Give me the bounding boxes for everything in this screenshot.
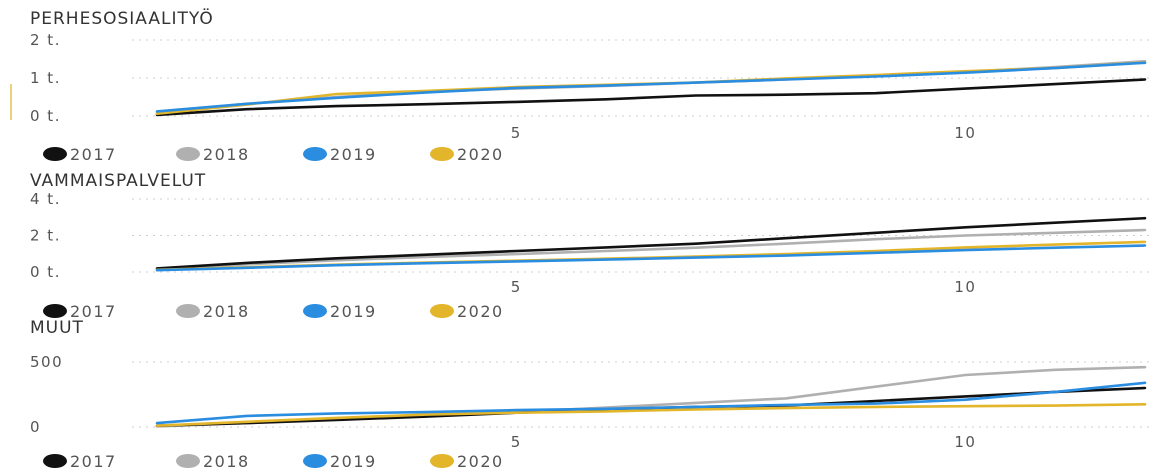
x-tick-label: 10 <box>954 433 976 451</box>
chart-title: MUUT <box>30 318 84 338</box>
accent-bar <box>10 84 12 120</box>
x-tick-label: 5 <box>511 124 522 142</box>
series-line-2017 <box>155 78 1147 117</box>
legend-label-2017: 2017 <box>70 302 117 321</box>
series-line-2019 <box>155 244 1147 272</box>
y-tick-label: 0 t. <box>30 107 61 125</box>
y-tick-label: 4 t. <box>30 190 61 208</box>
legend-marker-2017 <box>43 304 67 318</box>
legend-marker-2020 <box>430 304 454 318</box>
y-tick-label: 0 <box>30 418 41 436</box>
series-line-2018 <box>155 228 1147 271</box>
legend-label-2020: 2020 <box>457 302 504 321</box>
legend-label-2020: 2020 <box>457 145 504 164</box>
chart-3: MUUT 0 500 5 10 2017 2018 2019 2020 <box>30 318 1150 468</box>
legend-marker-2019 <box>303 454 327 468</box>
x-tick-label: 5 <box>511 278 522 296</box>
legend-marker-2020 <box>430 454 454 468</box>
legend-marker-2018 <box>176 147 200 161</box>
legend: 2017 2018 2019 2020 <box>43 452 504 468</box>
legend-marker-2017 <box>43 454 67 468</box>
legend-marker-2019 <box>303 304 327 318</box>
y-tick-label: 500 <box>30 353 63 371</box>
legend-label-2018: 2018 <box>203 145 250 164</box>
legend-marker-2018 <box>176 304 200 318</box>
legend-label-2017: 2017 <box>70 452 117 468</box>
series-line-2019 <box>155 61 1147 113</box>
legend-label-2018: 2018 <box>203 452 250 468</box>
legend: 2017 2018 2019 2020 <box>43 145 504 164</box>
legend-marker-2018 <box>176 454 200 468</box>
chart-title: PERHESOSIAALITYÖ <box>30 7 214 29</box>
legend-label-2019: 2019 <box>330 145 377 164</box>
y-tick-label: 2 t. <box>30 31 61 49</box>
series-line-2019 <box>155 381 1147 425</box>
y-tick-label: 0 t. <box>30 263 61 281</box>
x-tick-label: 5 <box>511 433 522 451</box>
legend-label-2020: 2020 <box>457 452 504 468</box>
legend-label-2018: 2018 <box>203 302 250 321</box>
x-tick-label: 10 <box>954 278 976 296</box>
y-tick-label: 1 t. <box>30 69 61 87</box>
chart-title: VAMMAISPALVELUT <box>30 171 206 191</box>
legend-marker-2017 <box>43 147 67 161</box>
series-line-2017 <box>155 216 1147 270</box>
series-line-2020 <box>155 402 1147 428</box>
legend-marker-2019 <box>303 147 327 161</box>
legend-label-2019: 2019 <box>330 452 377 468</box>
legend-label-2019: 2019 <box>330 302 377 321</box>
x-tick-label: 10 <box>954 124 976 142</box>
y-tick-label: 2 t. <box>30 227 61 245</box>
legend: 2017 2018 2019 2020 <box>43 302 504 321</box>
legend-label-2017: 2017 <box>70 145 117 164</box>
legend-marker-2020 <box>430 147 454 161</box>
